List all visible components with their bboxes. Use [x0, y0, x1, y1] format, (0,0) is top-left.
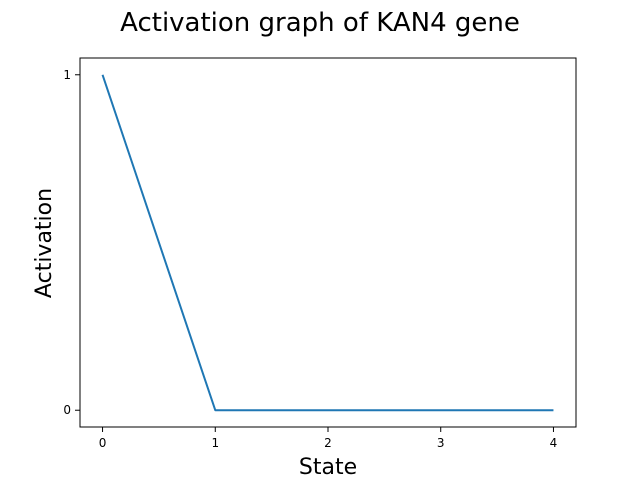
x-tick-label: 1 [211, 436, 219, 450]
y-tick-label: 1 [63, 68, 71, 82]
plot-frame [79, 57, 577, 428]
y-axis-ticks: 01 [63, 68, 80, 417]
chart-title: Activation graph of KAN4 gene [120, 8, 520, 38]
x-axis-label: State [299, 455, 357, 480]
x-tick-label: 3 [437, 436, 445, 450]
series-line-0 [101, 74, 554, 412]
series-layer [101, 74, 554, 412]
x-tick-label: 2 [324, 436, 332, 450]
y-tick-label: 0 [63, 403, 71, 417]
x-tick-label: 0 [99, 436, 107, 450]
x-tick-label: 4 [550, 436, 558, 450]
x-axis-ticks: 0 1 2 3 4 [99, 427, 558, 450]
y-axis-label: Activation [32, 188, 57, 298]
